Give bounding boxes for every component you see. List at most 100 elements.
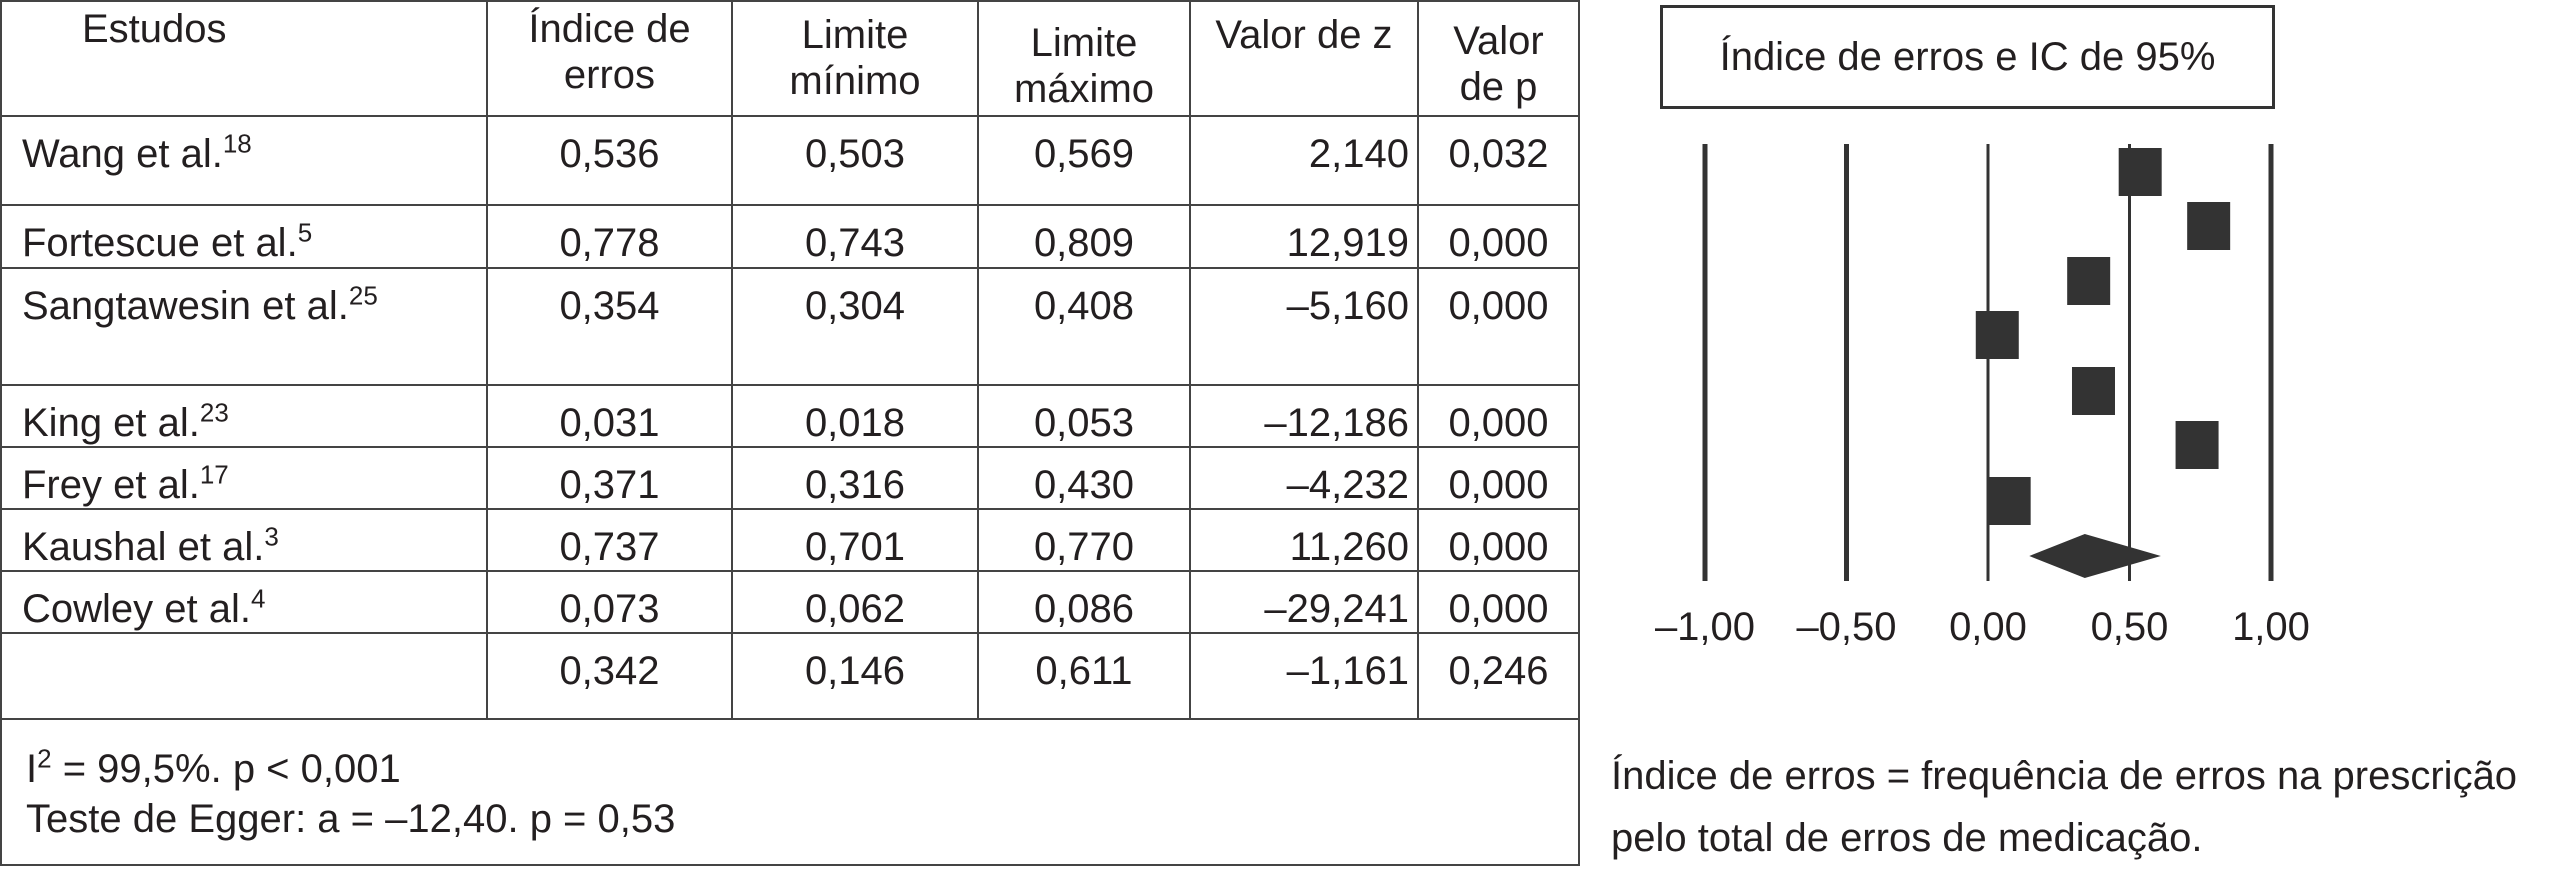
lower-limit-cell: 0,304	[731, 267, 979, 386]
statistics-notes: I2 = 99,5%. p < 0,001 Teste de Egger: a =…	[0, 718, 1580, 866]
lower-limit-cell: 0,316	[731, 446, 979, 510]
study-label: Kaushal et al.	[22, 525, 265, 569]
upper-limit-cell: 0,611	[977, 632, 1191, 720]
meta-analysis-table: Estudos Índice de erros Limite mínimo Li…	[0, 0, 1580, 866]
table-row: Kaushal et al.3 0,737 0,701 0,770 11,260 0,00…	[0, 508, 1580, 572]
header-studies: Estudos	[0, 0, 488, 117]
header-error-index: Índice de erros	[486, 0, 733, 117]
p-value-cell: 0,000	[1417, 446, 1580, 510]
lower-limit-cell: 0,018	[731, 384, 979, 448]
study-name: King et al.23	[0, 384, 488, 448]
error-index-cell: 0,342	[486, 632, 733, 720]
lower-limit-cell: 0,701	[731, 508, 979, 572]
summary-row: 0,342 0,146 0,611 –1,161 0,246	[0, 632, 1580, 720]
study-marker	[2067, 257, 2111, 305]
header-p-value: Valor de p	[1417, 0, 1580, 117]
header-upper-limit: Limite máximo	[977, 0, 1191, 117]
study-label: Frey et al.	[22, 463, 200, 507]
x-tick-label: –0,50	[1796, 605, 1896, 649]
p-value-cell: 0,000	[1417, 267, 1580, 386]
error-index-cell: 0,371	[486, 446, 733, 510]
p-value-cell: 0,246	[1417, 632, 1580, 720]
i-squared-sup: 2	[37, 743, 52, 774]
x-tick-label: 0,00	[1949, 605, 2027, 649]
summary-diamond	[2029, 534, 2161, 578]
header-row: Estudos Índice de erros Limite mínimo Li…	[0, 0, 1580, 117]
study-label: Cowley et al.	[22, 587, 251, 631]
table-row: Sangtawesin et al.25 0,354 0,304 0,408 –5,16…	[0, 267, 1580, 386]
study-marker	[2187, 202, 2231, 250]
study-marker	[1975, 311, 2019, 359]
z-value-cell: –29,241	[1189, 570, 1419, 634]
lower-limit-cell: 0,062	[731, 570, 979, 634]
z-value-cell: –1,161	[1189, 632, 1419, 720]
reference-number: 4	[250, 583, 266, 614]
upper-limit-cell: 0,569	[977, 115, 1191, 206]
i-label: I	[26, 747, 38, 791]
error-index-cell: 0,073	[486, 570, 733, 634]
table-row: King et al.23 0,031 0,018 0,053 –12,186 0,000	[0, 384, 1580, 448]
upper-limit-cell: 0,086	[977, 570, 1191, 634]
study-name	[0, 632, 488, 720]
reference-number: 17	[199, 459, 229, 490]
header-lower-limit: Limite mínimo	[731, 0, 979, 117]
study-name: Frey et al.17	[0, 446, 488, 510]
reference-number: 23	[199, 397, 229, 428]
study-marker	[2118, 148, 2162, 196]
x-tick-label: 0,50	[2091, 605, 2169, 649]
z-value-cell: –12,186	[1189, 384, 1419, 448]
error-index-cell: 0,031	[486, 384, 733, 448]
error-index-cell: 0,778	[486, 204, 733, 269]
study-label: King et al.	[22, 401, 200, 445]
p-value-cell: 0,000	[1417, 570, 1580, 634]
x-tick-label: –1,00	[1655, 605, 1755, 649]
error-index-cell: 0,354	[486, 267, 733, 386]
table-row: Cowley et al.4 0,073 0,062 0,086 –29,241 0,00…	[0, 570, 1580, 634]
study-marker	[2175, 421, 2219, 469]
chart-title: Índice de erros e IC de 95%	[1660, 5, 2275, 109]
heterogeneity-value: = 99,5%. p < 0,001	[51, 747, 401, 791]
p-value-cell: 0,000	[1417, 384, 1580, 448]
study-label: Wang et al.	[22, 132, 223, 176]
study-marker	[1987, 477, 2031, 525]
study-label: Sangtawesin et al.	[22, 284, 349, 328]
z-value-cell: 11,260	[1189, 508, 1419, 572]
table-row: Fortescue et al.5 0,778 0,743 0,809 12,919 0,…	[0, 204, 1580, 269]
lower-limit-cell: 0,503	[731, 115, 979, 206]
reference-number: 25	[348, 280, 378, 311]
error-index-cell: 0,536	[486, 115, 733, 206]
table-row: Frey et al.17 0,371 0,316 0,430 –4,232 0,000	[0, 446, 1580, 510]
p-value-cell: 0,032	[1417, 115, 1580, 206]
p-value-cell: 0,000	[1417, 204, 1580, 269]
study-label: Fortescue et al.	[22, 221, 298, 265]
lower-limit-cell: 0,743	[731, 204, 979, 269]
table-row: Wang et al.18 0,536 0,503 0,569 2,140 0,032	[0, 115, 1580, 206]
study-name: Kaushal et al.3	[0, 508, 488, 572]
z-value-cell: –5,160	[1189, 267, 1419, 386]
reference-number: 5	[297, 217, 313, 248]
reference-number: 3	[264, 521, 279, 552]
z-value-cell: 12,919	[1189, 204, 1419, 269]
footnote: Índice de erros = frequência de erros na…	[1611, 754, 2518, 860]
heterogeneity-text: I2 = 99,5%. p < 0,001	[26, 744, 1558, 794]
study-name: Wang et al.18	[0, 115, 488, 206]
header-z-value: Valor de z	[1189, 0, 1419, 117]
z-value-cell: 2,140	[1189, 115, 1419, 206]
upper-limit-cell: 0,809	[977, 204, 1191, 269]
notes-row: I2 = 99,5%. p < 0,001 Teste de Egger: a =…	[0, 718, 1580, 866]
lower-limit-cell: 0,146	[731, 632, 979, 720]
study-name: Sangtawesin et al.25	[0, 267, 488, 386]
upper-limit-cell: 0,770	[977, 508, 1191, 572]
study-marker	[2071, 367, 2115, 415]
upper-limit-cell: 0,053	[977, 384, 1191, 448]
p-value-cell: 0,000	[1417, 508, 1580, 572]
error-index-cell: 0,737	[486, 508, 733, 572]
x-tick-label: 1,00	[2232, 605, 2310, 649]
study-name: Cowley et al.4	[0, 570, 488, 634]
study-name: Fortescue et al.5	[0, 204, 488, 269]
z-value-cell: –4,232	[1189, 446, 1419, 510]
upper-limit-cell: 0,430	[977, 446, 1191, 510]
egger-test-text: Teste de Egger: a = –12,40. p = 0,53	[26, 797, 676, 841]
reference-number: 18	[222, 128, 252, 159]
